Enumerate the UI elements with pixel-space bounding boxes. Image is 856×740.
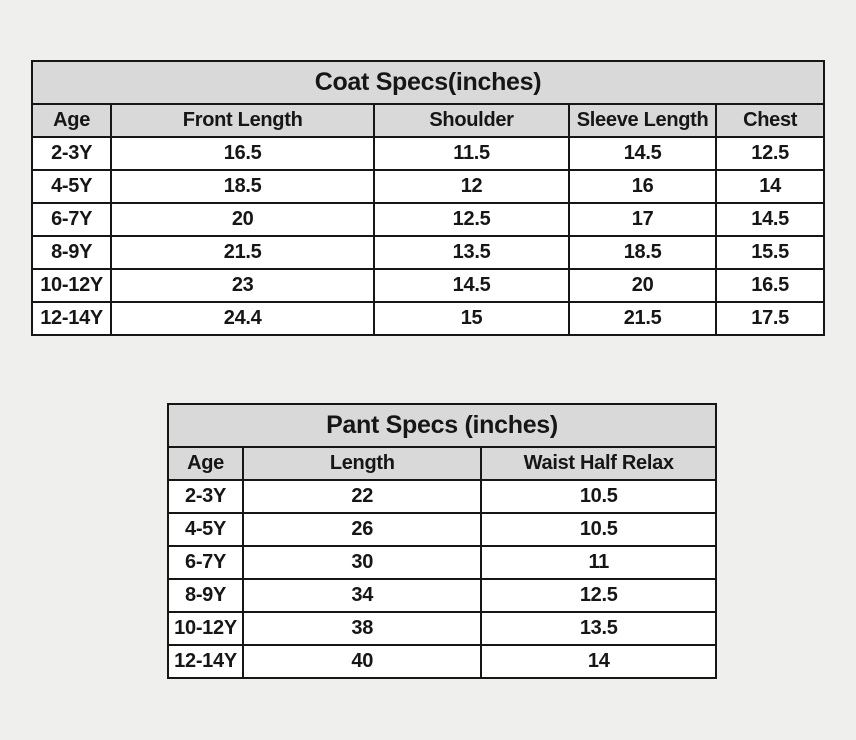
table-row: 12-14Y 24.4 15 21.5 17.5 [30, 301, 825, 336]
pant-specs-title: Pant Specs (inches) [167, 403, 717, 448]
pant-waist-cell: 12.5 [480, 578, 717, 613]
coat-chest-cell: 12.5 [715, 136, 825, 171]
pant-col-age: Age [166, 446, 245, 481]
coat-age-cell: 10-12Y [30, 268, 113, 303]
coat-chest-cell: 17.5 [715, 301, 825, 336]
table-row: 6-7Y 20 12.5 17 14.5 [30, 202, 825, 237]
coat-front-length-cell: 21.5 [110, 235, 376, 270]
coat-sleeve-length-cell: 18.5 [567, 235, 718, 270]
coat-age-cell: 8-9Y [30, 235, 113, 270]
coat-front-length-cell: 24.4 [110, 301, 376, 336]
pant-age-cell: 10-12Y [166, 611, 245, 646]
pant-waist-cell: 10.5 [480, 512, 717, 547]
pant-length-cell: 26 [242, 512, 483, 547]
coat-sleeve-length-cell: 17 [567, 202, 718, 237]
table-row: 4-5Y 18.5 12 16 14 [30, 169, 825, 204]
table-row: 6-7Y 30 11 [166, 545, 717, 580]
coat-col-chest: Chest [715, 103, 825, 138]
coat-age-cell: 4-5Y [30, 169, 113, 204]
coat-title-row: Coat Specs(inches) [31, 60, 825, 105]
coat-shoulder-cell: 15 [373, 301, 570, 336]
pant-length-cell: 22 [242, 479, 483, 514]
coat-front-length-cell: 18.5 [110, 169, 376, 204]
coat-sleeve-length-cell: 20 [567, 268, 718, 303]
coat-front-length-cell: 23 [110, 268, 376, 303]
pant-waist-cell: 10.5 [480, 479, 717, 514]
coat-col-sleeve-length: Sleeve Length [567, 103, 718, 138]
coat-sleeve-length-cell: 14.5 [567, 136, 718, 171]
coat-shoulder-cell: 12 [373, 169, 570, 204]
table-row: 10-12Y 38 13.5 [166, 611, 717, 646]
coat-header-row: Age Front Length Shoulder Sleeve Length … [30, 103, 825, 138]
pant-waist-cell: 14 [480, 644, 717, 679]
coat-chest-cell: 14 [715, 169, 825, 204]
table-row: 4-5Y 26 10.5 [166, 512, 717, 547]
coat-col-front-length: Front Length [110, 103, 376, 138]
pant-length-cell: 30 [242, 545, 483, 580]
table-row: 8-9Y 21.5 13.5 18.5 15.5 [30, 235, 825, 270]
coat-shoulder-cell: 13.5 [373, 235, 570, 270]
coat-shoulder-cell: 11.5 [373, 136, 570, 171]
table-row: 2-3Y 16.5 11.5 14.5 12.5 [30, 136, 825, 171]
pant-length-cell: 40 [242, 644, 483, 679]
coat-chest-cell: 14.5 [715, 202, 825, 237]
coat-age-cell: 6-7Y [30, 202, 113, 237]
coat-shoulder-cell: 12.5 [373, 202, 570, 237]
pant-waist-cell: 11 [480, 545, 717, 580]
pant-length-cell: 38 [242, 611, 483, 646]
pant-age-cell: 8-9Y [166, 578, 245, 613]
pant-length-cell: 34 [242, 578, 483, 613]
pant-col-waist-half-relax: Waist Half Relax [480, 446, 717, 481]
coat-front-length-cell: 20 [110, 202, 376, 237]
coat-col-shoulder: Shoulder [373, 103, 570, 138]
table-row: 10-12Y 23 14.5 20 16.5 [30, 268, 825, 303]
pant-age-cell: 12-14Y [166, 644, 245, 679]
pant-col-length: Length [242, 446, 483, 481]
table-row: 12-14Y 40 14 [166, 644, 717, 679]
pant-age-cell: 6-7Y [166, 545, 245, 580]
table-row: 8-9Y 34 12.5 [166, 578, 717, 613]
pant-title-row: Pant Specs (inches) [167, 403, 717, 448]
coat-front-length-cell: 16.5 [110, 136, 376, 171]
coat-sleeve-length-cell: 21.5 [567, 301, 718, 336]
pant-header-row: Age Length Waist Half Relax [166, 446, 717, 481]
pant-specs-table: Pant Specs (inches) Age Length Waist Hal… [166, 403, 717, 679]
coat-chest-cell: 15.5 [715, 235, 825, 270]
coat-age-cell: 12-14Y [30, 301, 113, 336]
coat-specs-title: Coat Specs(inches) [31, 60, 825, 105]
table-row: 2-3Y 22 10.5 [166, 479, 717, 514]
pant-waist-cell: 13.5 [480, 611, 717, 646]
coat-age-cell: 2-3Y [30, 136, 113, 171]
coat-sleeve-length-cell: 16 [567, 169, 718, 204]
pant-age-cell: 2-3Y [166, 479, 245, 514]
coat-col-age: Age [30, 103, 113, 138]
coat-specs-table: Coat Specs(inches) Age Front Length Shou… [30, 60, 825, 336]
pant-age-cell: 4-5Y [166, 512, 245, 547]
coat-chest-cell: 16.5 [715, 268, 825, 303]
coat-shoulder-cell: 14.5 [373, 268, 570, 303]
